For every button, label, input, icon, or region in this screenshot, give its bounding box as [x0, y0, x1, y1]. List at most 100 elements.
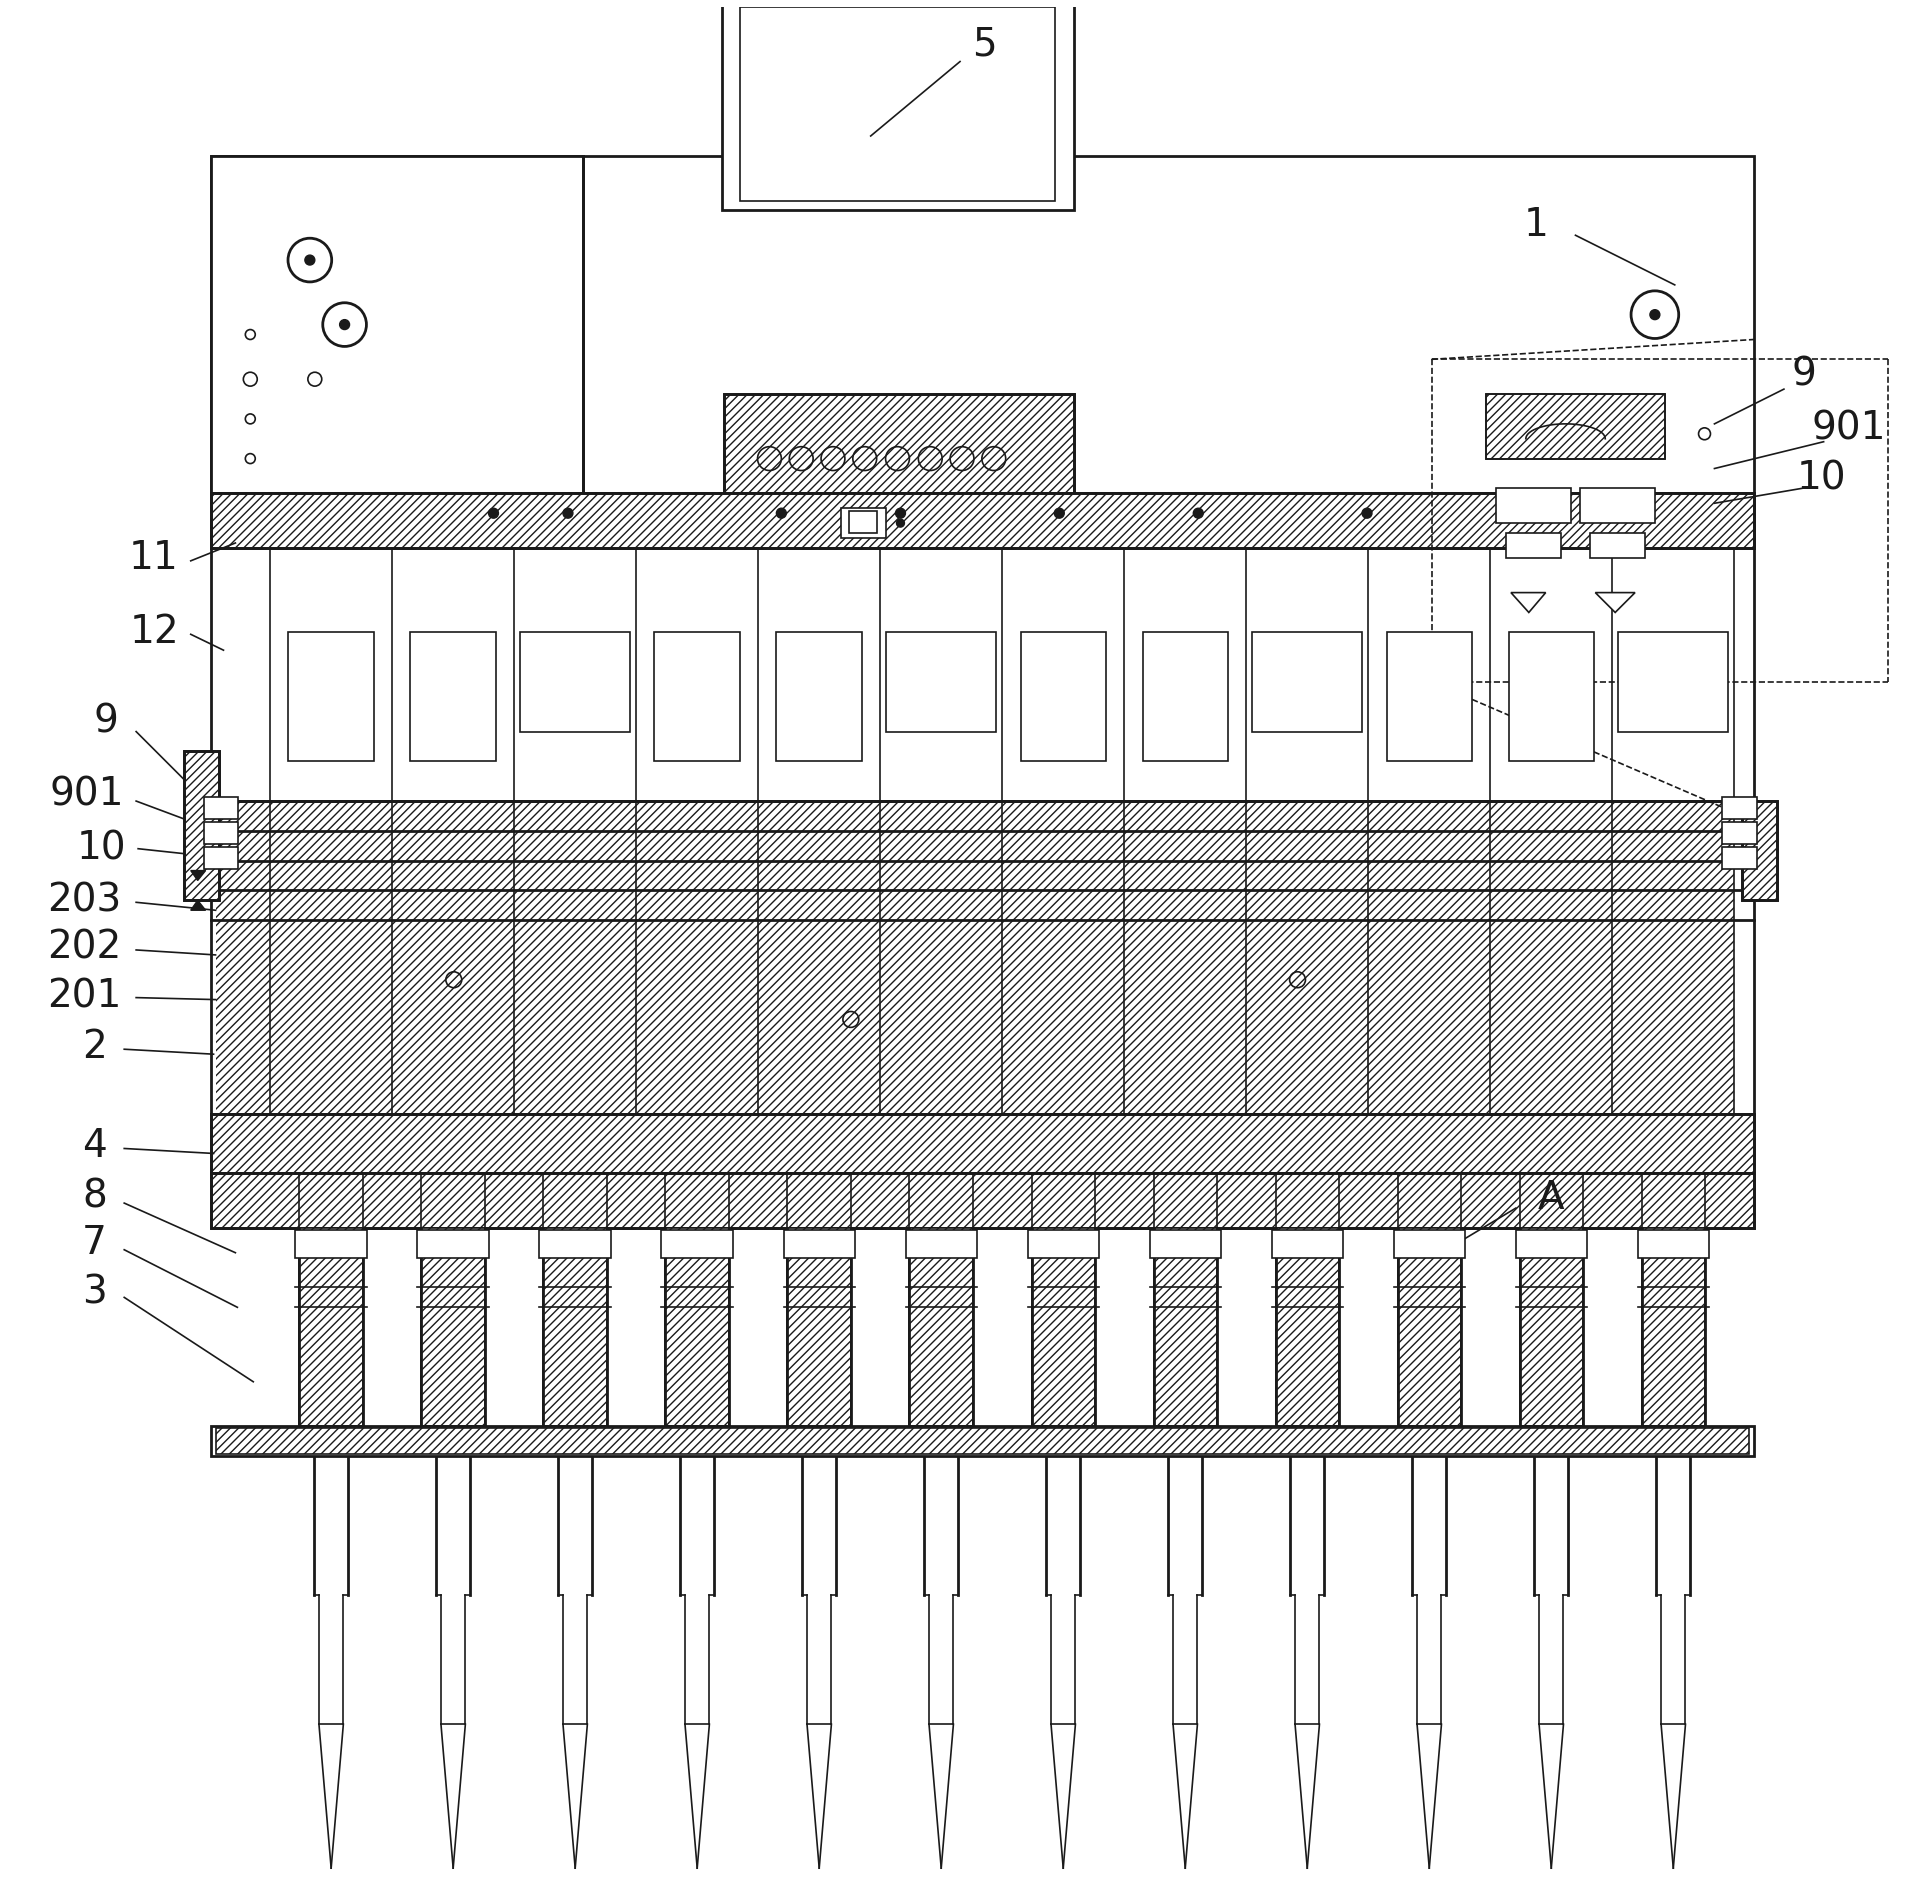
Polygon shape — [1539, 1724, 1564, 1867]
Bar — [1742, 801, 1777, 901]
Bar — [1032, 1227, 1096, 1427]
Bar — [760, 548, 880, 801]
Bar — [1642, 1227, 1705, 1427]
Bar — [1150, 1229, 1221, 1257]
Bar — [210, 1114, 1753, 1172]
Bar — [210, 493, 1753, 548]
Circle shape — [563, 508, 573, 517]
Bar — [885, 632, 995, 731]
Circle shape — [1649, 310, 1659, 319]
Bar — [666, 1227, 729, 1427]
Bar — [394, 801, 513, 1114]
Bar — [299, 1227, 363, 1427]
Bar — [216, 1429, 1750, 1454]
Bar — [1125, 801, 1246, 1114]
Polygon shape — [1418, 1724, 1441, 1867]
Bar — [1370, 548, 1489, 801]
Polygon shape — [1173, 1724, 1198, 1867]
Circle shape — [1362, 508, 1372, 517]
Bar — [1397, 1227, 1460, 1427]
Bar — [183, 751, 218, 901]
Circle shape — [305, 255, 314, 264]
Circle shape — [1501, 508, 1510, 517]
Bar — [1520, 1227, 1584, 1427]
Circle shape — [1194, 508, 1204, 517]
Text: 12: 12 — [129, 614, 179, 651]
Bar — [1003, 548, 1123, 801]
Bar — [1491, 548, 1611, 801]
Bar — [272, 801, 392, 1114]
Bar — [882, 548, 1001, 801]
Bar — [905, 1229, 976, 1257]
Bar — [1248, 801, 1368, 1114]
Bar — [204, 797, 239, 819]
Bar — [787, 1227, 851, 1427]
Polygon shape — [191, 870, 206, 880]
Text: 202: 202 — [48, 929, 122, 967]
Bar — [1020, 632, 1105, 761]
Bar — [540, 1229, 611, 1257]
Text: 203: 203 — [48, 882, 122, 919]
Bar — [295, 1229, 367, 1257]
Circle shape — [1630, 508, 1640, 517]
Bar — [1387, 632, 1472, 761]
Bar — [515, 801, 635, 1114]
Circle shape — [340, 319, 349, 330]
Bar — [1613, 801, 1734, 1114]
Text: 7: 7 — [83, 1223, 106, 1261]
Text: 8: 8 — [83, 1176, 106, 1216]
Bar — [909, 1227, 972, 1427]
Bar — [210, 157, 583, 493]
Bar — [841, 508, 885, 538]
Bar — [394, 548, 513, 801]
Bar — [882, 801, 1001, 1114]
Bar — [1370, 801, 1489, 1114]
Polygon shape — [1510, 593, 1545, 612]
Bar — [1508, 632, 1593, 761]
Bar — [1485, 395, 1665, 459]
Text: 201: 201 — [48, 978, 122, 1016]
Bar — [544, 1227, 608, 1427]
Bar — [521, 632, 631, 731]
Bar — [210, 493, 1753, 801]
Bar — [210, 157, 1753, 493]
Bar — [1742, 801, 1777, 901]
Bar — [1485, 395, 1665, 459]
Bar — [210, 493, 1753, 548]
Bar — [210, 1172, 1753, 1227]
Bar — [210, 1114, 1753, 1172]
Bar — [723, 395, 1074, 493]
Bar — [849, 512, 876, 532]
Text: 11: 11 — [129, 538, 179, 578]
Polygon shape — [563, 1724, 586, 1867]
Bar — [210, 801, 1753, 1114]
Polygon shape — [685, 1724, 710, 1867]
Bar — [411, 632, 496, 761]
Polygon shape — [1294, 1724, 1319, 1867]
Bar — [1142, 632, 1229, 761]
Bar — [1618, 632, 1728, 731]
Bar — [1248, 548, 1368, 801]
Bar — [783, 1229, 855, 1257]
Bar — [637, 801, 758, 1114]
Bar — [1589, 532, 1645, 557]
Text: 901: 901 — [1811, 410, 1887, 447]
Text: 1: 1 — [1524, 206, 1549, 244]
Polygon shape — [442, 1724, 465, 1867]
Text: 901: 901 — [50, 776, 123, 814]
Bar — [1613, 548, 1734, 801]
Text: 9: 9 — [1792, 355, 1817, 393]
Bar — [204, 846, 239, 868]
Bar — [654, 632, 741, 761]
Circle shape — [897, 519, 905, 527]
Text: A: A — [1537, 1180, 1564, 1218]
Bar — [1491, 801, 1611, 1114]
Bar — [1497, 489, 1570, 523]
Bar — [1028, 1229, 1100, 1257]
Bar — [723, 395, 1074, 493]
Bar — [1723, 821, 1757, 844]
Text: 10: 10 — [1796, 459, 1846, 497]
Bar — [289, 632, 374, 761]
Bar — [739, 8, 1055, 200]
Text: 5: 5 — [972, 26, 997, 64]
